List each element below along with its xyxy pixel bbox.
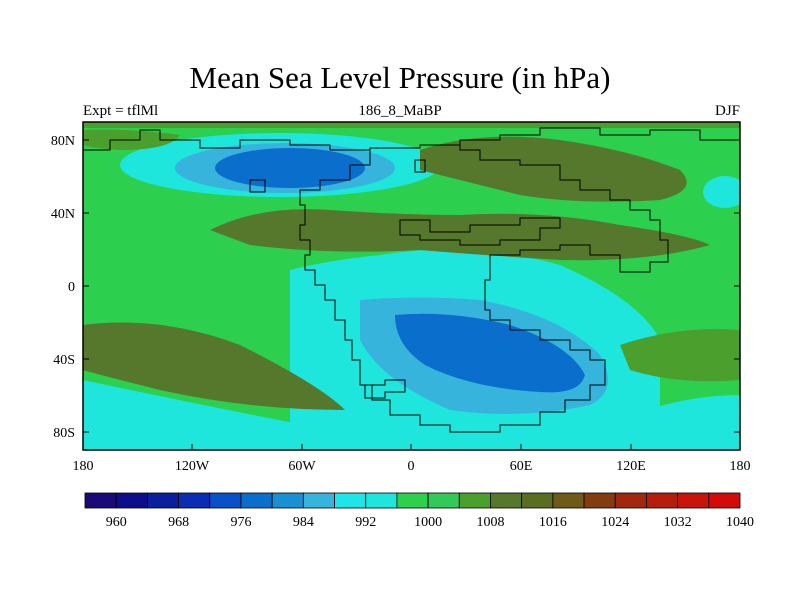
lat-label-eq: 0 <box>68 280 75 295</box>
coastlines <box>83 127 740 433</box>
colorbar-box <box>708 492 741 509</box>
coast-island-south <box>364 379 406 399</box>
high-asia <box>420 136 687 202</box>
colorbar-box <box>334 492 367 509</box>
east-edge-low <box>703 176 740 208</box>
high-south-pacific <box>83 322 345 410</box>
coast-north <box>83 127 740 151</box>
colorbar-label: 1016 <box>539 515 567 530</box>
lat-label-80n: 80N <box>51 134 75 149</box>
colorbar-box <box>146 492 179 509</box>
colorbar-box <box>677 492 710 509</box>
axis-ticks <box>83 139 740 450</box>
colorbar-box <box>365 492 398 509</box>
colorbar-label: 1000 <box>414 515 442 530</box>
colorbar-box <box>490 492 523 509</box>
colorbar-box <box>84 492 117 509</box>
colorbar <box>84 492 741 509</box>
coast-island-small <box>414 159 426 173</box>
polar-band-north <box>83 122 740 128</box>
southern-low-core <box>395 313 585 393</box>
coast-tethys <box>399 217 561 246</box>
colorbar-label: 1024 <box>601 515 629 530</box>
colorbar-box <box>240 492 273 509</box>
period-label: 186_8_MaBP <box>358 103 442 119</box>
colorbar-label: 992 <box>355 515 376 530</box>
experiment-label: Expt = tflMl <box>83 103 159 119</box>
map-title: Mean Sea Level Pressure (in hPa) <box>189 60 611 95</box>
season-label: DJF <box>714 103 740 119</box>
lon-label-60w: 60W <box>288 459 316 474</box>
lon-label-60e: 60E <box>510 459 533 474</box>
colorbar-labels: 960 968 976 984 992 1000 1008 1016 1024 1032 1040 <box>106 515 754 530</box>
colorbar-box <box>521 492 554 509</box>
coast-island-north <box>249 179 266 193</box>
colorbar-box <box>614 492 647 509</box>
colorbar-box <box>583 492 616 509</box>
colorbar-box <box>552 492 585 509</box>
lat-label-40s: 40S <box>53 353 75 368</box>
colorbar-box <box>178 492 211 509</box>
colorbar-label: 1040 <box>726 515 754 530</box>
colorbar-box <box>209 492 242 509</box>
lat-label-40n: 40N <box>51 207 75 222</box>
colorbar-box <box>458 492 491 509</box>
colorbar-box <box>396 492 429 509</box>
lon-label-180w: 180 <box>73 459 94 474</box>
pressure-field <box>83 122 740 450</box>
colorbar-box <box>646 492 679 509</box>
colorbar-label: 968 <box>168 515 189 530</box>
lon-label-180e: 180 <box>730 459 751 474</box>
colorbar-box <box>302 492 335 509</box>
lat-label-80s: 80S <box>53 426 75 441</box>
lon-label-120w: 120W <box>175 459 210 474</box>
north-low-core <box>215 148 365 188</box>
colorbar-box <box>271 492 304 509</box>
colorbar-label: 976 <box>230 515 251 530</box>
high-south-east <box>620 329 740 382</box>
high-midlat-north <box>210 209 710 261</box>
lon-label-120e: 120E <box>616 459 646 474</box>
colorbar-label: 1008 <box>476 515 504 530</box>
colorbar-box <box>427 492 460 509</box>
colorbar-label: 984 <box>293 515 314 530</box>
colorbar-label: 1032 <box>664 515 692 530</box>
colorbar-box <box>115 492 148 509</box>
southern-ocean-band <box>83 380 740 450</box>
lon-label-0: 0 <box>408 459 415 474</box>
colorbar-label: 960 <box>106 515 127 530</box>
coast-pangea <box>299 145 669 433</box>
